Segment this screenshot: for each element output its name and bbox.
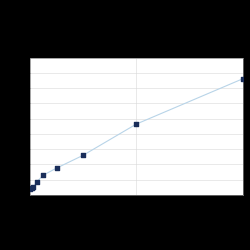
- Point: [41, 173, 45, 177]
- Point: [35, 180, 39, 184]
- Point: [31, 185, 35, 189]
- Point: [28, 186, 32, 190]
- Point: [81, 153, 85, 157]
- Point: [30, 186, 34, 190]
- Point: [54, 166, 58, 170]
- Y-axis label: OD: OD: [8, 121, 14, 132]
- Point: [134, 122, 138, 126]
- Text: Mouse Neuronal acetylcholine receptor subunit alpha-4: Mouse Neuronal acetylcholine receptor su…: [49, 247, 224, 250]
- Point: [240, 77, 244, 81]
